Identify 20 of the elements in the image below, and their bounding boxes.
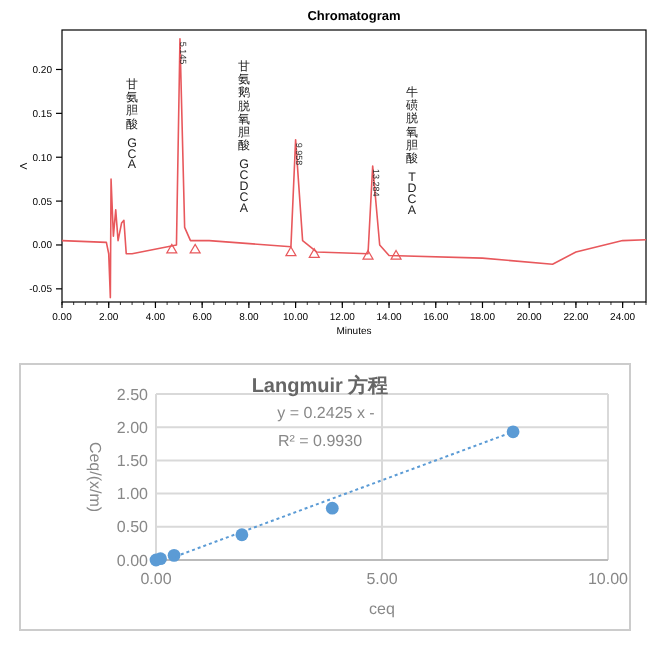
annotation: y = 0.2425 x -: [277, 404, 376, 422]
point: [235, 528, 249, 542]
line-series: [62, 37, 646, 299]
y-axis-title: Ceq/(x/m): [86, 441, 104, 513]
x-tick-label: 10.00: [587, 570, 630, 588]
y-tick-label: 0.00: [116, 551, 150, 570]
y-tick-label: 0.50: [116, 518, 150, 537]
x-tick-label: 0.00: [140, 570, 173, 588]
x-tick-label: 5.00: [366, 570, 399, 588]
annotation: R² = 0.9930: [277, 432, 364, 450]
y-tick-label: 1.50: [116, 452, 150, 470]
point: [325, 501, 339, 515]
y-tick-label: 2.50: [116, 385, 150, 404]
y-tick-label: 1.00: [116, 485, 150, 504]
point: [154, 552, 167, 566]
point: [506, 425, 520, 439]
y-tick-label: 2.00: [116, 418, 150, 437]
point: [167, 548, 181, 562]
x-axis-title: ceq: [369, 600, 395, 618]
chart-title: Langmuir 方程: [251, 374, 389, 398]
